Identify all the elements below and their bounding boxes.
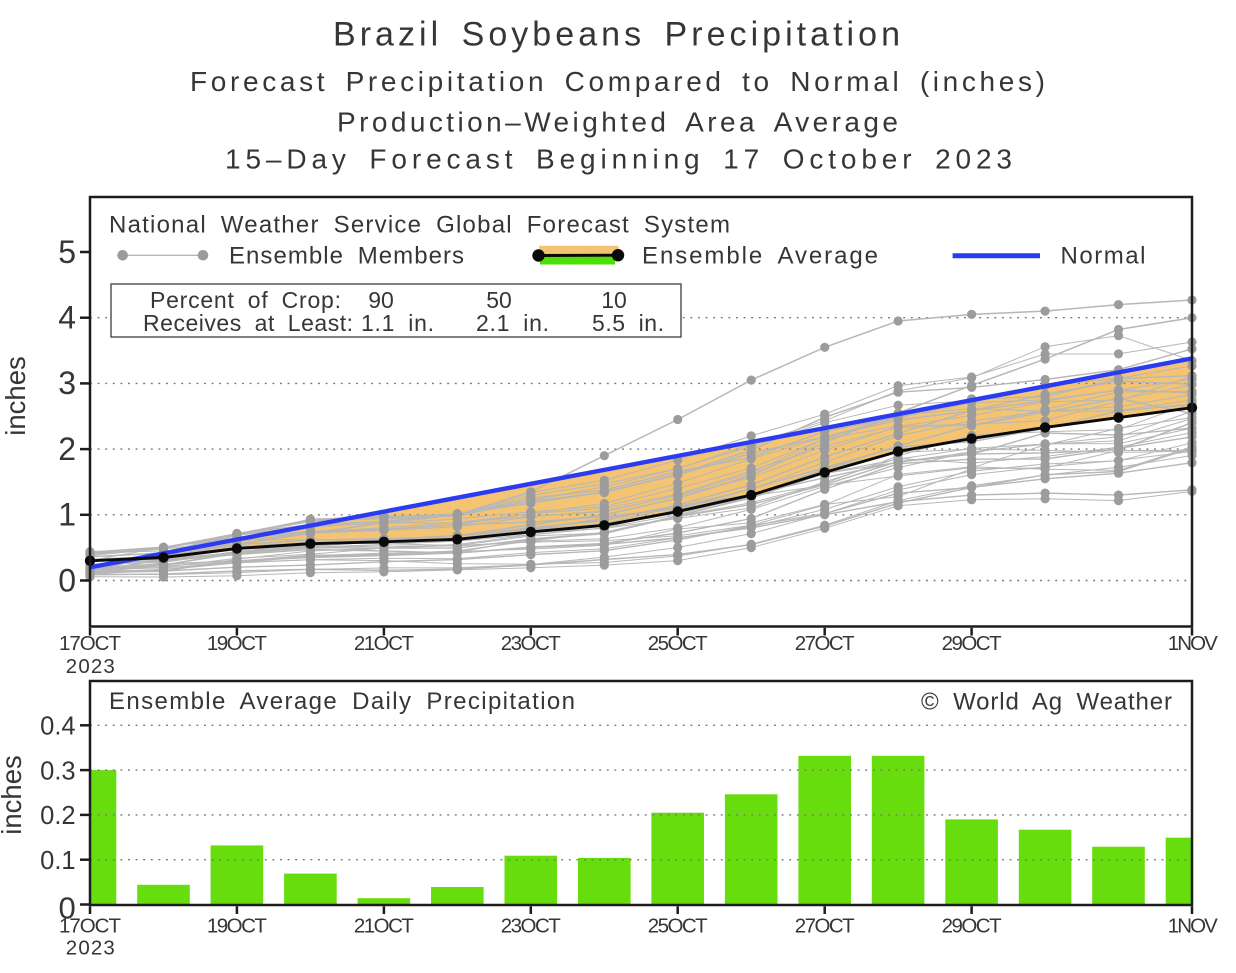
svg-text:5: 5 bbox=[58, 234, 76, 270]
svg-text:inches: inches bbox=[0, 356, 31, 436]
svg-text:Ensemble Average: Ensemble Average bbox=[642, 243, 878, 270]
svg-text:5.5 in.: 5.5 in. bbox=[592, 310, 664, 336]
svg-text:23OCT: 23OCT bbox=[501, 632, 561, 655]
svg-text:19OCT: 19OCT bbox=[207, 915, 267, 938]
svg-text:23OCT: 23OCT bbox=[501, 915, 561, 938]
svg-text:Ensemble Average Daily Precipi: Ensemble Average Daily Precipitation bbox=[109, 688, 575, 715]
svg-text:1NOV: 1NOV bbox=[1168, 632, 1218, 655]
svg-text:Brazil Soybeans Precipitation: Brazil Soybeans Precipitation bbox=[333, 15, 900, 53]
svg-text:1.1 in.: 1.1 in. bbox=[361, 310, 434, 336]
svg-text:0.2: 0.2 bbox=[40, 802, 75, 830]
svg-text:0.1: 0.1 bbox=[40, 847, 75, 875]
svg-text:25OCT: 25OCT bbox=[648, 632, 708, 655]
svg-text:27OCT: 27OCT bbox=[795, 915, 855, 938]
svg-text:29OCT: 29OCT bbox=[942, 915, 1002, 938]
svg-text:2: 2 bbox=[58, 431, 76, 467]
svg-text:2023: 2023 bbox=[66, 655, 115, 678]
svg-text:3: 3 bbox=[58, 365, 76, 401]
svg-text:2023: 2023 bbox=[66, 937, 115, 960]
svg-text:0.3: 0.3 bbox=[40, 757, 75, 785]
svg-text:1NOV: 1NOV bbox=[1168, 915, 1218, 938]
svg-text:Receives at Least:: Receives at Least: bbox=[143, 310, 353, 336]
svg-text:17OCT: 17OCT bbox=[59, 632, 121, 655]
svg-text:1: 1 bbox=[58, 497, 76, 533]
svg-text:4: 4 bbox=[58, 300, 76, 336]
svg-text:29OCT: 29OCT bbox=[942, 632, 1002, 655]
svg-text:0.4: 0.4 bbox=[40, 713, 75, 741]
svg-text:inches: inches bbox=[0, 755, 27, 835]
svg-text:© World Ag Weather: © World Ag Weather bbox=[921, 689, 1172, 716]
svg-text:Ensemble Members: Ensemble Members bbox=[229, 243, 464, 270]
svg-text:15–Day Forecast Beginning 17 O: 15–Day Forecast Beginning 17 October 202… bbox=[225, 144, 1012, 175]
svg-text:21OCT: 21OCT bbox=[354, 632, 414, 655]
svg-text:0: 0 bbox=[58, 562, 76, 598]
svg-text:25OCT: 25OCT bbox=[648, 915, 708, 938]
svg-text:27OCT: 27OCT bbox=[795, 632, 855, 655]
svg-text:2.1 in.: 2.1 in. bbox=[476, 310, 549, 336]
svg-text:National Weather Service Globa: National Weather Service Global Forecast… bbox=[109, 212, 730, 239]
svg-text:Normal: Normal bbox=[1061, 243, 1146, 270]
svg-text:17OCT: 17OCT bbox=[59, 915, 121, 938]
svg-text:21OCT: 21OCT bbox=[354, 915, 414, 938]
svg-text:19OCT: 19OCT bbox=[207, 632, 267, 655]
